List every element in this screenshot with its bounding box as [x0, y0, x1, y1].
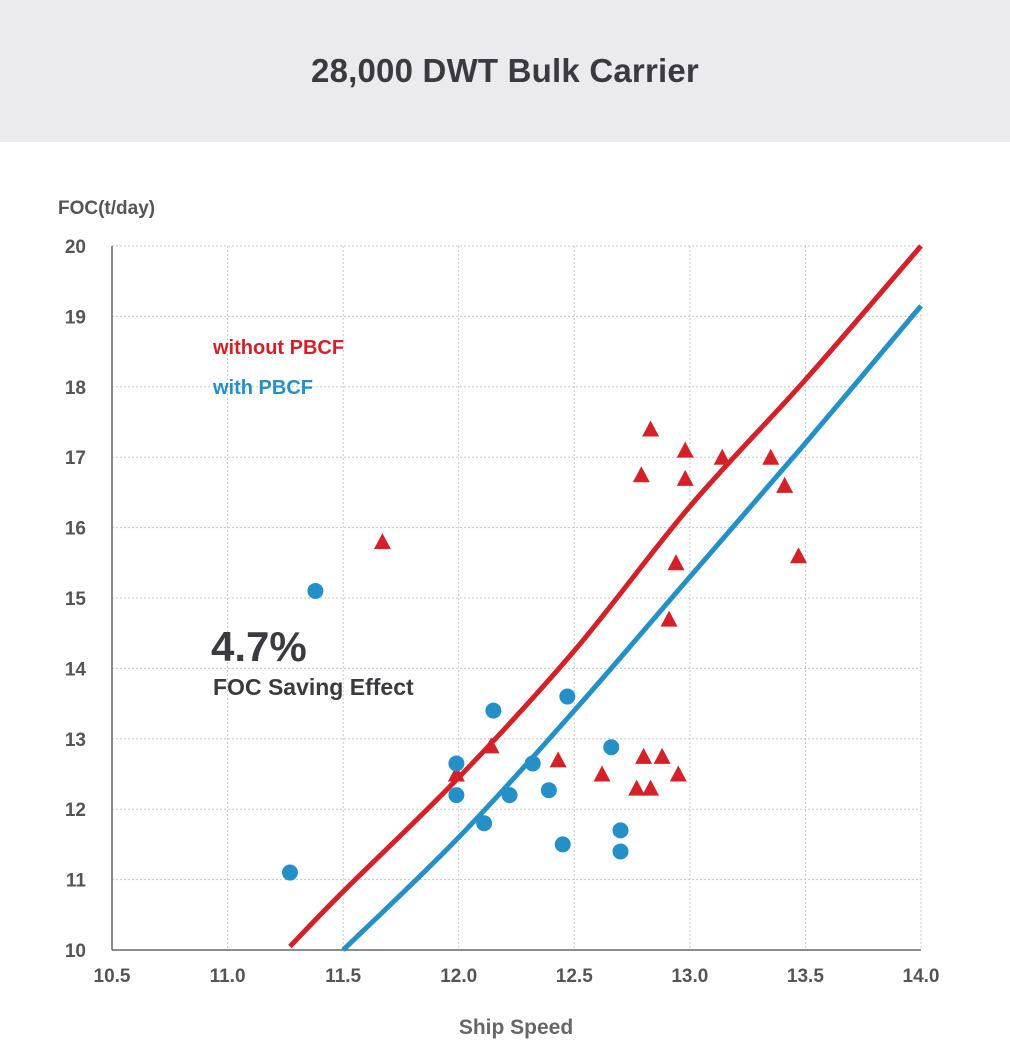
y-tick-label: 14 [65, 659, 87, 680]
point-without-pbcf [789, 547, 807, 564]
point-without-pbcf [762, 448, 780, 465]
y-tick-label: 12 [65, 800, 86, 821]
point-with-pbcf [476, 815, 493, 832]
point-without-pbcf [373, 533, 391, 550]
y-tick-label: 18 [65, 378, 86, 399]
x-tick-label: 11.0 [210, 966, 246, 987]
point-without-pbcf [482, 737, 500, 754]
point-with-pbcf [448, 755, 465, 772]
axes [111, 246, 921, 951]
point-without-pbcf [642, 420, 660, 437]
point-with-pbcf [281, 864, 298, 881]
point-with-pbcf [603, 739, 620, 756]
point-without-pbcf [593, 765, 611, 782]
y-tick-label: 20 [65, 237, 86, 258]
y-tick-labels: 10 11 12 13 14 15 16 17 18 19 20 [65, 237, 87, 962]
point-with-pbcf [524, 755, 541, 772]
point-without-pbcf [669, 765, 687, 782]
y-tick-label: 13 [65, 730, 86, 751]
point-with-pbcf [612, 843, 629, 860]
point-without-pbcf [676, 469, 694, 486]
y-tick-label: 16 [65, 519, 86, 540]
data-points [281, 420, 807, 881]
x-tick-label: 10.5 [94, 966, 131, 987]
saving-percentage: 4.7% [211, 623, 307, 670]
point-with-pbcf [554, 836, 571, 853]
point-with-pbcf [501, 787, 518, 804]
point-without-pbcf [642, 779, 660, 796]
x-tick-label: 12.0 [440, 966, 477, 987]
legend-with-pbcf: with PBCF [212, 377, 313, 399]
y-axis-label: FOC(t/day) [58, 198, 155, 219]
x-tick-labels: 10.5 11.0 11.5 12.0 12.5 13.0 13.5 14.0 [94, 966, 940, 987]
fit-curve-without-pbcf [288, 244, 923, 949]
x-tick-label: 13.5 [787, 966, 824, 987]
y-tick-label: 19 [65, 307, 86, 328]
x-tick-label: 11.5 [325, 966, 361, 987]
point-with-pbcf [448, 787, 465, 804]
fit-curves [288, 244, 923, 952]
x-tick-label: 13.0 [671, 966, 708, 987]
point-without-pbcf [660, 610, 678, 627]
y-tick-label: 10 [65, 941, 86, 962]
title-bar: 28,000 DWT Bulk Carrier [0, 0, 1010, 142]
point-with-pbcf [307, 582, 324, 599]
y-tick-label: 11 [66, 871, 87, 892]
y-tick-label: 15 [65, 589, 87, 610]
saving-label: FOC Saving Effect [213, 674, 414, 700]
point-with-pbcf [612, 822, 629, 839]
point-without-pbcf [447, 765, 465, 782]
point-without-pbcf [676, 441, 694, 458]
point-without-pbcf [635, 747, 653, 764]
point-without-pbcf [549, 751, 567, 768]
x-tick-label: 14.0 [903, 966, 940, 987]
x-tick-label: 12.5 [556, 966, 593, 987]
chart-title: 28,000 DWT Bulk Carrier [311, 52, 699, 89]
fit-curve-with-pbcf [341, 304, 923, 952]
x-axis-label: Ship Speed [459, 1016, 573, 1039]
point-without-pbcf [667, 554, 685, 571]
legend-without-pbcf: without PBCF [212, 337, 344, 359]
grid-lines [112, 245, 922, 950]
point-with-pbcf [559, 688, 576, 705]
point-without-pbcf [713, 448, 731, 465]
point-without-pbcf [653, 747, 671, 764]
point-without-pbcf [628, 779, 646, 796]
point-with-pbcf [540, 782, 557, 799]
point-without-pbcf [632, 466, 650, 483]
point-with-pbcf [485, 702, 502, 719]
y-tick-label: 17 [65, 448, 86, 469]
point-without-pbcf [776, 476, 794, 493]
